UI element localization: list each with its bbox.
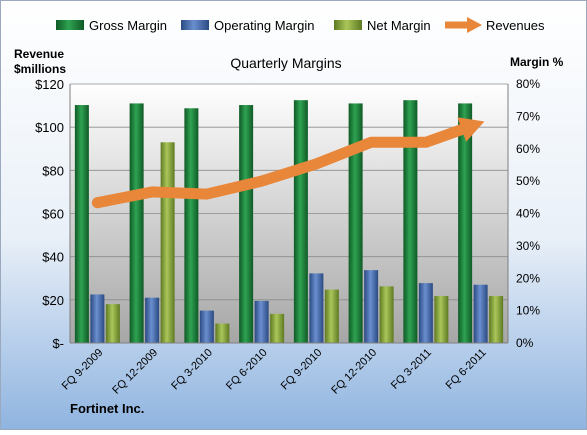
- legend-label-operating-margin: Operating Margin: [214, 18, 314, 33]
- legend-item-net-margin: Net Margin: [334, 18, 431, 33]
- bar-operating-margin-fq-12-2010: [364, 270, 379, 343]
- left-tick-label: $20: [42, 293, 64, 308]
- right-tick-label: 60%: [516, 142, 540, 156]
- bar-net-margin-fq-6-2011: [489, 296, 504, 343]
- left-tick-label: $120: [35, 77, 64, 92]
- bar-net-margin-fq-9-2010: [324, 289, 339, 343]
- legend-item-gross-margin: Gross Margin: [56, 18, 167, 33]
- bar-net-margin-fq-3-2010: [215, 323, 230, 343]
- right-tick-label: 10%: [516, 304, 540, 318]
- bar-net-margin-fq-12-2009: [160, 142, 175, 343]
- bar-operating-margin-fq-6-2011: [473, 284, 488, 343]
- left-tick-label: $60: [42, 207, 64, 222]
- right-tick-label: 40%: [516, 207, 540, 221]
- bar-gross-margin-fq-6-2011: [458, 103, 473, 343]
- right-tick-label: 0%: [516, 336, 534, 350]
- bar-gross-margin-fq-6-2010: [239, 105, 254, 343]
- bar-operating-margin-fq-9-2009: [90, 294, 105, 343]
- legend-label-net-margin: Net Margin: [367, 18, 431, 33]
- chart-title: Quarterly Margins: [230, 55, 341, 71]
- left-axis-label-line1: Revenue: [14, 47, 64, 61]
- right-axis-label: Margin %: [510, 55, 564, 69]
- legend-swatch-operating-margin: [181, 20, 209, 30]
- bar-net-margin-fq-3-2011: [434, 296, 449, 343]
- bar-gross-margin-fq-12-2010: [348, 103, 363, 343]
- right-tick-label: 70%: [516, 109, 540, 123]
- right-tick-label: 80%: [516, 77, 540, 91]
- bar-operating-margin-fq-3-2010: [199, 310, 214, 343]
- bar-operating-margin-fq-3-2011: [418, 283, 433, 343]
- left-tick-label: $-: [52, 336, 64, 351]
- bar-gross-margin-fq-9-2010: [293, 100, 308, 343]
- revenues-line: [91, 124, 468, 209]
- bar-operating-margin-fq-6-2010: [254, 300, 269, 343]
- left-tick-label: $100: [35, 120, 64, 135]
- legend-item-revenues: Revenues: [445, 17, 545, 33]
- bar-net-margin-fq-6-2010: [270, 313, 285, 343]
- bar-gross-margin-fq-3-2010: [184, 108, 199, 343]
- right-tick-label: 30%: [516, 239, 540, 253]
- bar-gross-margin-fq-3-2011: [403, 100, 418, 343]
- footer-company: Fortinet Inc.: [70, 401, 144, 416]
- legend-arrow-icon: [467, 17, 482, 33]
- revenues-arrowhead-icon: [457, 117, 485, 142]
- legend: Gross Margin Operating Margin Net Margin…: [56, 17, 545, 33]
- left-axis-label-line2: $millions: [14, 62, 66, 76]
- right-tick-label: 50%: [516, 174, 540, 188]
- bar-net-margin-fq-9-2009: [105, 304, 120, 343]
- legend-swatch-gross-margin: [56, 20, 84, 30]
- legend-item-operating-margin: Operating Margin: [181, 18, 314, 33]
- right-tick-label: 20%: [516, 271, 540, 285]
- bar-gross-margin-fq-12-2009: [129, 103, 144, 343]
- left-tick-label: $40: [42, 250, 64, 265]
- bar-operating-margin-fq-12-2009: [145, 297, 160, 343]
- legend-label-gross-margin: Gross Margin: [89, 18, 167, 33]
- bars: [74, 100, 504, 343]
- revenue-line-group: [91, 117, 485, 209]
- bar-operating-margin-fq-9-2010: [309, 273, 324, 343]
- legend-swatch-net-margin: [334, 20, 362, 30]
- bar-gross-margin-fq-9-2009: [74, 105, 89, 343]
- bar-net-margin-fq-12-2010: [379, 286, 394, 343]
- legend-label-revenues: Revenues: [486, 18, 545, 33]
- left-tick-label: $80: [42, 163, 64, 178]
